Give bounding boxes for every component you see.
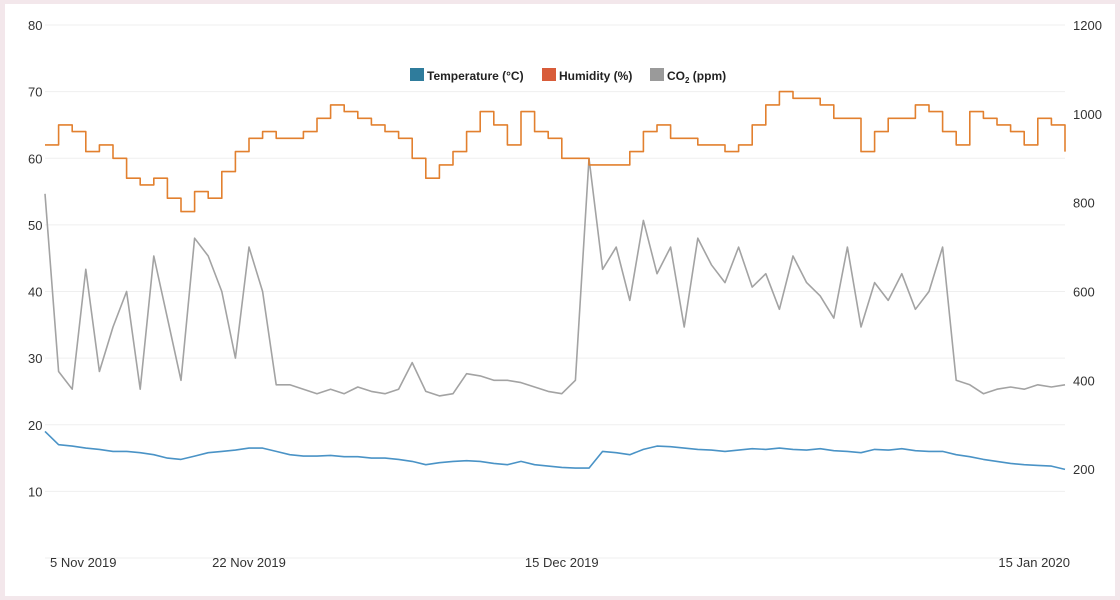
right-tick-label: 600 <box>1073 285 1095 300</box>
series-line-humidity <box>45 90 1066 213</box>
chart-panel <box>5 4 1115 596</box>
x-tick-label: 15 Jan 2020 <box>998 555 1070 570</box>
x-tick-label: 15 Dec 2019 <box>525 555 599 570</box>
legend-label-temperature: Temperature (°C) <box>427 69 524 83</box>
left-tick-label: 10 <box>28 484 42 499</box>
left-tick-label: 40 <box>28 285 42 300</box>
legend-swatch-co2 <box>650 68 664 81</box>
legend-label-humidity: Humidity (%) <box>559 69 632 83</box>
series-lines <box>44 90 1066 471</box>
right-tick-label: 400 <box>1073 373 1095 388</box>
legend-swatch-temperature <box>410 68 424 81</box>
x-axis-ticks: 5 Nov 2019 22 Nov 2019 15 Dec 2019 15 Jan 2… <box>50 555 1070 570</box>
left-tick-label: 30 <box>28 351 42 366</box>
left-tick-label: 60 <box>28 151 42 166</box>
legend-label-co2: CO2 (ppm) <box>667 69 726 85</box>
series-line-temperature <box>44 430 1066 471</box>
right-tick-label: 1200 <box>1073 18 1102 33</box>
series-line-co2 <box>44 157 1066 397</box>
legend-swatch-humidity <box>542 68 556 81</box>
right-tick-label: 200 <box>1073 462 1095 477</box>
gridlines <box>45 24 1065 559</box>
legend: Temperature (°C) Humidity (%) CO2 (ppm) <box>410 68 726 85</box>
left-axis-ticks: 10 20 30 40 50 60 70 80 <box>28 18 42 499</box>
left-tick-label: 20 <box>28 418 42 433</box>
left-tick-label: 50 <box>28 218 42 233</box>
x-tick-label: 5 Nov 2019 <box>50 555 117 570</box>
right-tick-label: 1000 <box>1073 107 1102 122</box>
left-tick-label: 80 <box>28 18 42 33</box>
right-axis-ticks: 200 400 600 800 1000 1200 <box>1073 18 1102 477</box>
x-tick-label: 22 Nov 2019 <box>212 555 286 570</box>
left-tick-label: 70 <box>28 85 42 100</box>
right-tick-label: 800 <box>1073 196 1095 211</box>
